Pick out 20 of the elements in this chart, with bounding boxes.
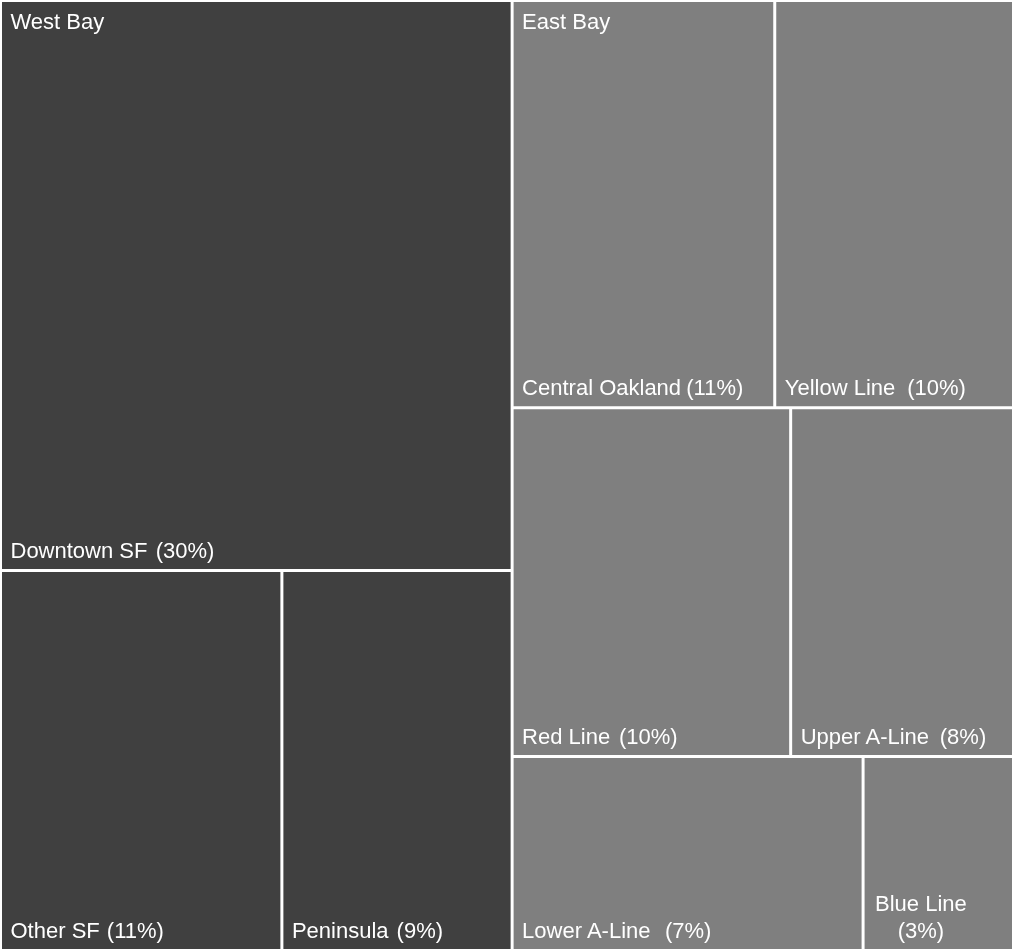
category-label: Upper A-Line: [800, 723, 930, 749]
data-label: (10%): [907, 374, 966, 400]
data-label: (11%): [686, 374, 744, 400]
data-label: (3%): [897, 917, 945, 943]
category-label: Lower A-Line: [522, 917, 651, 943]
category-label: Central Oakland: [522, 374, 682, 400]
category-label: Red Line: [522, 723, 611, 749]
category-label: Blue Line: [875, 891, 967, 917]
text: West Bay: [10, 8, 105, 34]
category-label: Peninsula: [291, 917, 390, 943]
data-label: (30%): [155, 537, 215, 563]
category-label: Downtown SF: [10, 537, 148, 563]
text: East Bay: [522, 8, 611, 34]
data-label: (7%): [664, 917, 712, 943]
data-label: (9%): [396, 917, 444, 943]
data-label: (11%): [106, 917, 164, 943]
category-label: Other SF: [10, 917, 100, 943]
data-label: (8%): [939, 723, 987, 749]
category-label: Yellow Line: [784, 374, 896, 400]
data-label: (10%): [618, 723, 678, 749]
